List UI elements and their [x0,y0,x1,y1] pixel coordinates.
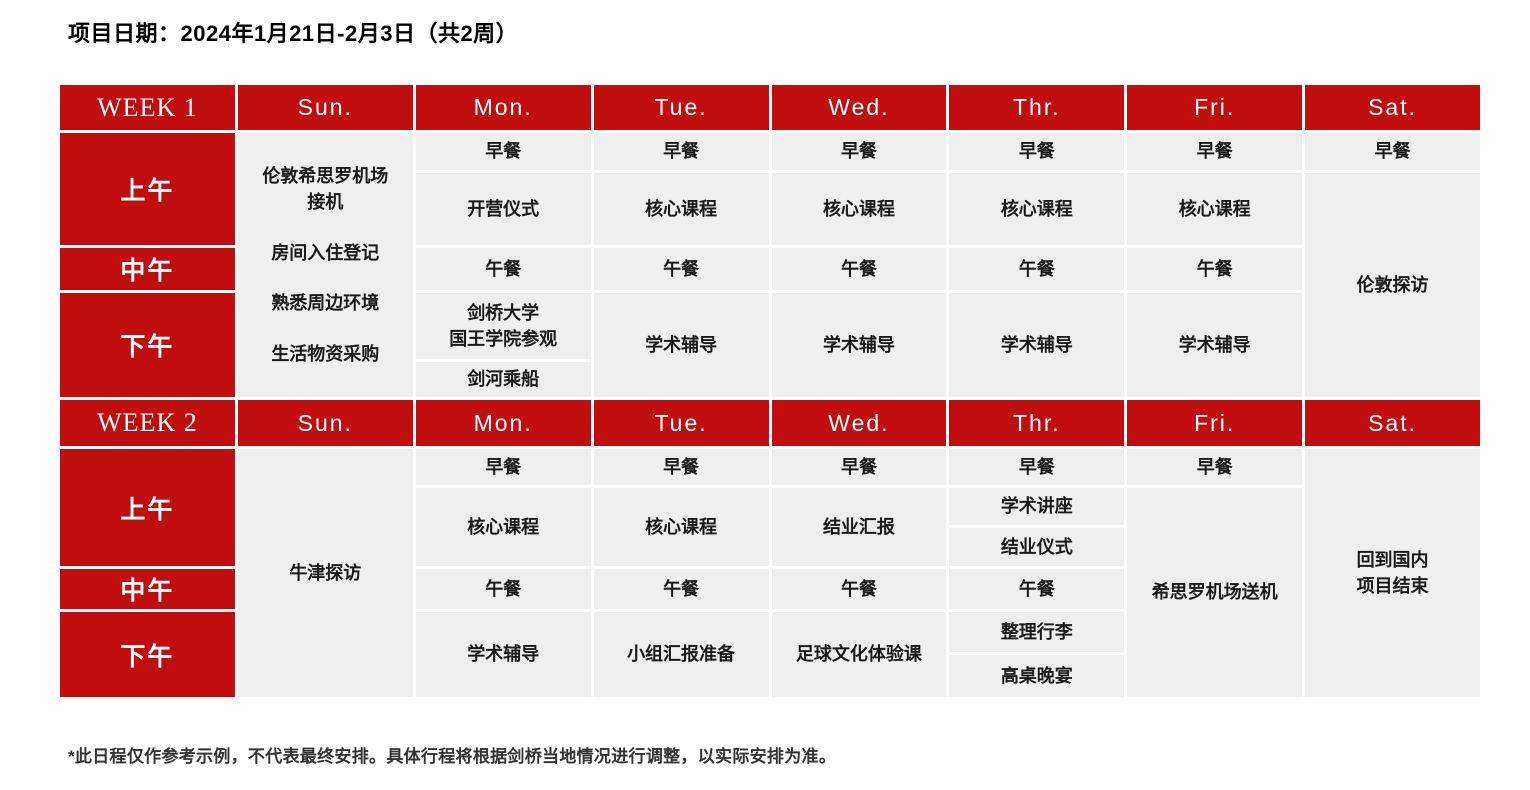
week2-tue-lunch: 午餐 [593,569,769,609]
week1-fri-morning: 核心课程 [1127,173,1303,245]
week1-sat-breakfast: 早餐 [1305,133,1480,170]
week2-wed-morning: 结业汇报 [771,488,947,566]
week2-label: WEEK 2 [60,400,235,446]
week1-sun-item: 房间入住登记 [271,242,380,263]
week1-day-fri: Fri. [1127,85,1303,130]
week2-thr-morning-2: 结业仪式 [949,528,1125,566]
week2-fri-breakfast: 早餐 [1127,449,1303,485]
week2-day-thr: Thr. [949,400,1125,446]
week1-mon-afternoon-1: 剑桥大学 国王学院参观 [415,293,591,359]
week1-day-wed: Wed. [771,85,947,130]
week1-tue-morning: 核心课程 [593,173,769,245]
week1-label: WEEK 1 [60,85,235,130]
week1-fri-afternoon: 学术辅导 [1127,293,1303,397]
week1-day-tue: Tue. [593,85,769,130]
week1-sun-item: 熟悉周边环境 [271,293,380,314]
week1-day-sun: Sun. [237,85,413,130]
week2-time-afternoon: 下午 [60,612,235,697]
week2-grid: WEEK 2 Sun. Mon. Tue. Wed. Thr. Fri. Sat… [60,400,1480,697]
week1-fri-breakfast: 早餐 [1127,133,1303,170]
week2-wed-lunch: 午餐 [771,569,947,609]
week2-wed-breakfast: 早餐 [771,449,947,485]
footnote: *此日程仅作参考示例，不代表最终安排。具体行程将根据剑桥当地情况进行调整，以实际… [68,747,837,766]
week2-thr-afternoon-1: 整理行李 [949,612,1125,652]
week2-mon-afternoon: 学术辅导 [415,612,591,697]
week1-thr-breakfast: 早餐 [949,133,1125,170]
week2-mon-lunch: 午餐 [415,569,591,609]
week2-day-wed: Wed. [771,400,947,446]
week1-time-noon: 中午 [60,248,235,290]
schedule-table: WEEK 1 Sun. Mon. Tue. Wed. Thr. Fri. Sat… [60,85,1480,697]
week1-thr-afternoon: 学术辅导 [949,293,1125,397]
week2-day-fri: Fri. [1127,400,1303,446]
week1-grid: WEEK 1 Sun. Mon. Tue. Wed. Thr. Fri. Sat… [60,85,1480,397]
week2-time-noon: 中午 [60,569,235,609]
week1-time-afternoon: 下午 [60,293,235,397]
week2-tue-morning: 核心课程 [593,488,769,566]
week2-fri-day: 希思罗机场送机 [1127,488,1303,697]
week2-mon-morning: 核心课程 [415,488,591,566]
week1-mon-afternoon-2: 剑河乘船 [415,362,591,397]
week1-wed-breakfast: 早餐 [771,133,947,170]
week2-day-sat: Sat. [1305,400,1480,446]
week2-tue-breakfast: 早餐 [593,449,769,485]
week1-wed-lunch: 午餐 [771,248,947,290]
week2-mon-breakfast: 早餐 [415,449,591,485]
week1-sun-item: 伦敦希思罗机场 接机 [262,166,389,213]
week1-wed-afternoon: 学术辅导 [771,293,947,397]
week2-thr-morning-1: 学术讲座 [949,488,1125,525]
week2-wed-afternoon: 足球文化体验课 [771,612,947,697]
week2-tue-afternoon: 小组汇报准备 [593,612,769,697]
week1-mon-morning: 开营仪式 [415,173,591,245]
week2-day-sun: Sun. [237,400,413,446]
week2-day-mon: Mon. [415,400,591,446]
week1-day-thr: Thr. [949,85,1125,130]
week2-thr-afternoon-2: 高桌晚宴 [949,655,1125,697]
week1-sun-item: 生活物资采购 [271,343,380,364]
week2-sat-cell: 回到国内 项目结束 [1305,449,1480,697]
page-title: 项目日期：2024年1月21日-2月3日（共2周） [68,21,519,46]
week2-time-morning: 上午 [60,449,235,566]
week1-thr-morning: 核心课程 [949,173,1125,245]
week1-sat-day: 伦敦探访 [1305,173,1480,397]
week1-day-sat: Sat. [1305,85,1480,130]
week1-thr-lunch: 午餐 [949,248,1125,290]
week1-mon-breakfast: 早餐 [415,133,591,170]
week2-sun-cell: 牛津探访 [237,449,413,697]
week2-thr-lunch: 午餐 [949,569,1125,609]
week1-tue-afternoon: 学术辅导 [593,293,769,397]
week1-wed-morning: 核心课程 [771,173,947,245]
week1-sun-cell: 伦敦希思罗机场 接机 房间入住登记 熟悉周边环境 生活物资采购 [237,133,413,397]
week1-tue-lunch: 午餐 [593,248,769,290]
week1-time-morning: 上午 [60,133,235,245]
week2-day-tue: Tue. [593,400,769,446]
week2-thr-breakfast: 早餐 [949,449,1125,485]
week1-fri-lunch: 午餐 [1127,248,1303,290]
week1-day-mon: Mon. [415,85,591,130]
week1-mon-lunch: 午餐 [415,248,591,290]
week1-tue-breakfast: 早餐 [593,133,769,170]
